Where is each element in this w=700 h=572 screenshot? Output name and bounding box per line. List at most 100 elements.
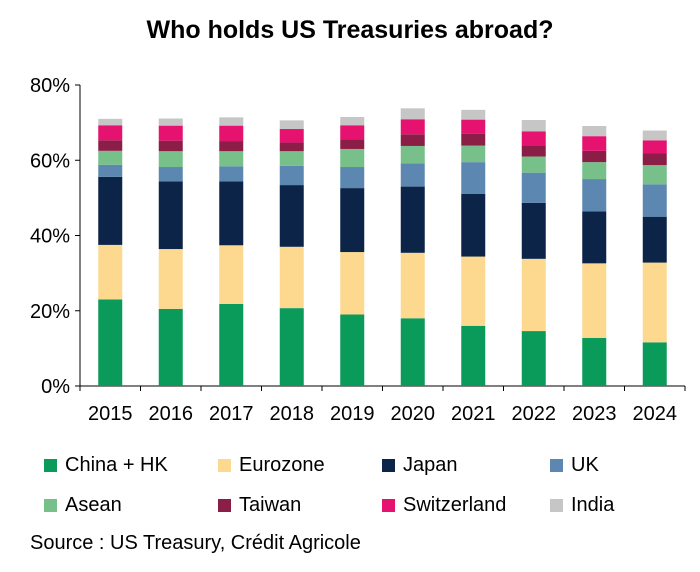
bar-segment xyxy=(582,179,607,212)
stacked-bar-chart: 0% 20% 40% 60% 80% 2015 2016 2017 2018 2019 2020 20… xyxy=(30,75,686,425)
legend-swatch xyxy=(218,498,231,512)
bar-segment xyxy=(219,166,244,182)
legend-item: Eurozone xyxy=(218,452,325,478)
bar-segment xyxy=(582,126,607,137)
bar-segment xyxy=(219,303,244,386)
bar-segment xyxy=(642,140,667,154)
legend-swatch xyxy=(382,458,395,472)
bar-segment xyxy=(279,246,304,309)
bar-segment xyxy=(461,162,486,194)
bar-segment xyxy=(582,150,607,163)
legend-label: Switzerland xyxy=(403,493,507,516)
bar-segment xyxy=(158,308,183,386)
legend-item: Asean xyxy=(44,492,122,518)
legend-item: China + HK xyxy=(44,452,168,478)
bar-segment xyxy=(461,119,486,134)
x-tick-label: 2015 xyxy=(88,403,133,425)
bar-segment xyxy=(158,125,183,141)
bar-segment xyxy=(582,162,607,180)
bar-segment xyxy=(98,299,123,386)
y-tick-label: 20% xyxy=(30,301,70,323)
legend-label: Asean xyxy=(65,493,122,516)
bar-segment xyxy=(582,337,607,386)
bar-segment xyxy=(340,116,365,126)
legend-label: Eurozone xyxy=(239,453,325,476)
bar-segment xyxy=(521,145,546,157)
bar-segment xyxy=(279,129,304,143)
bar-segment xyxy=(158,181,183,250)
x-tick-label: 2021 xyxy=(451,403,496,425)
legend-label: India xyxy=(571,493,615,516)
source-note: Source : US Treasury, Crédit Agricole xyxy=(30,532,361,554)
bar-segment xyxy=(98,176,123,245)
bar-segment xyxy=(340,148,365,168)
legend-label: UK xyxy=(571,453,599,476)
bar-segment xyxy=(219,117,244,126)
bar-segment xyxy=(340,167,365,189)
bar-segment xyxy=(642,130,667,141)
bar-segment xyxy=(279,120,304,130)
x-tick-label: 2018 xyxy=(270,403,315,425)
bar-segment xyxy=(642,342,667,386)
bar-segment xyxy=(340,139,365,149)
legend-item: Taiwan xyxy=(218,492,301,518)
bar-segment xyxy=(461,109,486,120)
bar-segment xyxy=(461,256,486,326)
bar-segment xyxy=(340,314,365,386)
bar-segment xyxy=(279,142,304,152)
legend-swatch xyxy=(44,498,57,512)
legend-swatch xyxy=(218,458,231,472)
legend-item: India xyxy=(550,492,614,518)
bar-segment xyxy=(158,151,183,168)
bar-segment xyxy=(461,193,486,257)
legend-label: Taiwan xyxy=(239,493,302,516)
bar-segment xyxy=(521,119,546,132)
bar-segment xyxy=(158,249,183,309)
bar-segment xyxy=(461,325,486,386)
bar-segment xyxy=(582,136,607,151)
bar-segment xyxy=(219,141,244,152)
bar-segment xyxy=(340,125,365,140)
bar-segment xyxy=(521,331,546,386)
x-tick-label: 2017 xyxy=(209,403,254,425)
y-tick-label: 40% xyxy=(30,226,70,248)
bar-segment xyxy=(582,263,607,338)
bar-segment xyxy=(521,202,546,259)
bar-segment xyxy=(521,172,546,203)
bar-segment xyxy=(400,119,425,135)
bar-segment xyxy=(219,181,244,246)
legend-label: China + HK xyxy=(65,453,168,476)
legend-swatch xyxy=(382,498,395,512)
bar-segment xyxy=(340,252,365,315)
bar-segment xyxy=(279,151,304,166)
bar-segment xyxy=(642,153,667,166)
bar-segment xyxy=(279,165,304,186)
bar-segment xyxy=(98,125,123,141)
bar-segment xyxy=(400,134,425,146)
bar-segment xyxy=(340,188,365,253)
bar-segment xyxy=(521,131,546,146)
legend-item: Switzerland xyxy=(382,492,506,518)
legend-swatch xyxy=(44,458,57,472)
y-tick-label: 80% xyxy=(30,75,70,97)
legend-item: UK xyxy=(550,452,599,478)
x-tick-label: 2016 xyxy=(149,403,194,425)
bar-segment xyxy=(642,165,667,185)
legend-swatch xyxy=(550,498,563,512)
x-tick-label: 2022 xyxy=(512,403,557,425)
y-tick-label: 0% xyxy=(41,376,70,398)
bar-segment xyxy=(642,216,667,263)
bar-segment xyxy=(461,145,486,163)
bar-segment xyxy=(98,164,123,177)
bar-segment xyxy=(279,308,304,386)
bar-segment xyxy=(400,186,425,253)
bar-segment xyxy=(521,156,546,173)
bar-segment xyxy=(642,262,667,343)
bar-segment xyxy=(400,145,425,164)
bar-segment xyxy=(158,118,183,126)
bar-segment xyxy=(279,185,304,247)
bar-segment xyxy=(98,150,123,165)
legend-item: Japan xyxy=(382,452,458,478)
chart-title: Who holds US Treasuries abroad? xyxy=(146,16,554,44)
bar-segment xyxy=(521,258,546,332)
